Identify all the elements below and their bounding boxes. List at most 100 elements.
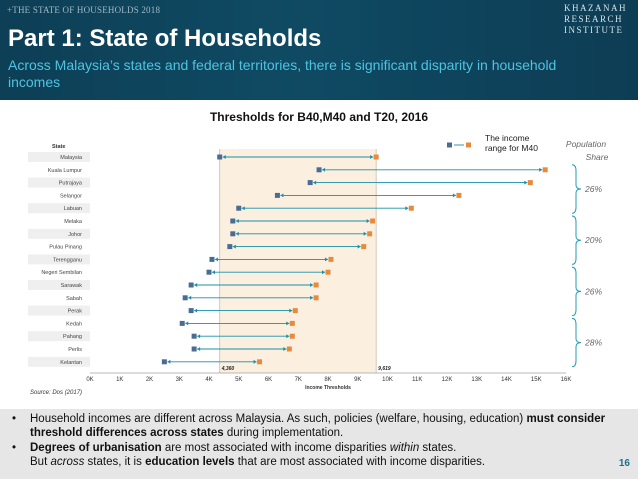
x-tick-label: 13K	[471, 377, 482, 383]
range-arrow-right	[253, 359, 257, 364]
row-shade	[28, 280, 90, 290]
lower-threshold-point	[274, 192, 280, 198]
range-arrow-left	[194, 308, 198, 313]
state-label: Terengganu	[53, 257, 82, 263]
x-tick-label: 0K	[86, 377, 93, 383]
x-tick-label: 7K	[295, 377, 302, 383]
key-points: Household incomes are different across M…	[0, 409, 638, 479]
range-arrow-left	[235, 231, 239, 236]
report-kicker: +THE STATE OF HOUSEHOLDS 2018	[7, 5, 161, 15]
range-arrow-right	[370, 155, 374, 159]
logo-line-1: KHAZANAH	[564, 3, 627, 13]
page-number: 16	[618, 458, 630, 469]
x-tick-label: 1K	[116, 377, 123, 383]
range-arrow-right	[310, 295, 314, 300]
range-arrow-right	[452, 193, 456, 198]
legend-lower-marker	[447, 142, 452, 148]
range-arrow-left	[194, 283, 198, 287]
x-axis-title: Income Thresholds	[305, 385, 351, 390]
state-label: Negeri Sembilan	[41, 270, 82, 276]
state-label: Pahang	[63, 334, 82, 340]
x-tick-label: 14K	[501, 377, 512, 383]
state-label: Kedah	[66, 321, 82, 327]
range-arrow-left	[214, 257, 218, 262]
lower-threshold-point	[227, 244, 233, 250]
range-arrow-left	[185, 321, 189, 326]
x-tick-label: 5K	[235, 377, 242, 383]
range-arrow-right	[310, 283, 314, 287]
population-brace	[571, 266, 582, 317]
lower-threshold-point	[206, 269, 212, 275]
legend-label-line-1: The income	[485, 133, 530, 143]
lower-threshold-point	[236, 205, 242, 211]
bullet-point: Degrees of urbanisation are most associa…	[10, 441, 608, 469]
range-arrow-right	[524, 180, 528, 185]
lower-threshold-point	[161, 359, 167, 365]
population-brace	[571, 215, 582, 265]
chart-title: Thresholds for B40,M40 and T20, 2016	[209, 110, 429, 124]
x-tick-label: 8K	[324, 377, 331, 383]
population-header-1: Population	[566, 139, 606, 149]
row-shade	[28, 228, 90, 239]
x-tick-label: 16K	[561, 377, 572, 383]
population-brace	[571, 164, 582, 214]
lower-threshold-point	[307, 180, 313, 186]
upper-threshold-point	[328, 256, 334, 262]
x-tick-label: 10K	[382, 377, 393, 383]
range-arrow-left	[235, 219, 239, 223]
range-arrow-right	[322, 270, 325, 275]
lower-threshold-point	[188, 308, 194, 314]
row-shade	[28, 254, 90, 265]
population-share-label: 28%	[584, 338, 602, 348]
x-tick-label: 12K	[442, 377, 453, 383]
state-label: Kuala Lumpur	[48, 168, 82, 174]
range-arrow-left	[222, 155, 226, 159]
range-arrow-left	[280, 193, 284, 198]
page-title: Part 1: State of Households	[8, 25, 322, 52]
source-note: Source: Dos (2017)	[30, 390, 83, 396]
state-label: Johor	[68, 232, 82, 238]
range-arrow-right	[539, 167, 543, 172]
range-arrow-left	[322, 167, 326, 172]
state-label: Pulau Pinang	[49, 245, 82, 251]
state-label: Melaka	[64, 219, 83, 225]
lower-threshold-point	[230, 231, 236, 237]
range-arrow-left	[232, 244, 236, 249]
bullet-point: Household incomes are different across M…	[10, 412, 608, 440]
threshold-chart: State Malaysia Kuala Lumpur Putrajaya Selang…	[28, 133, 609, 390]
legend-label-line-2: range for M40	[485, 143, 538, 153]
m40-band	[219, 149, 377, 373]
state-label: Perak	[68, 309, 83, 315]
lower-threshold-point	[230, 218, 236, 224]
upper-threshold-point	[370, 218, 376, 224]
range-arrow-right	[357, 244, 361, 249]
range-arrow-left	[212, 270, 215, 275]
institute-logo: KHAZANAH RESEARCH INSTITUTE	[564, 3, 628, 36]
range-arrow-left	[197, 347, 201, 351]
x-tick-label: 11K	[412, 377, 422, 383]
state-label: Perlis	[68, 347, 82, 353]
row-shade	[28, 203, 90, 214]
page-subtitle: Across Malaysia’s states and federal ter…	[8, 57, 557, 90]
row-shade	[28, 305, 90, 316]
population-share-label: 26%	[584, 286, 602, 296]
upper-threshold-point	[373, 154, 379, 160]
state-label: Labuan	[64, 206, 82, 212]
upper-threshold-point	[325, 269, 331, 275]
slide-header: +THE STATE OF HOUSEHOLDS 2018 Part 1: St…	[0, 0, 638, 100]
upper-threshold-point	[456, 192, 462, 198]
range-arrow-right	[324, 257, 328, 262]
upper-threshold-point	[289, 333, 295, 339]
population-header-2: Share	[586, 152, 609, 162]
upper-threshold-point	[289, 320, 295, 326]
population-share-label: 20%	[584, 235, 602, 245]
lower-threshold-point	[182, 295, 188, 301]
row-shade	[28, 152, 90, 162]
upper-threshold-point	[313, 282, 319, 288]
lower-threshold-point	[179, 320, 185, 326]
logo-line-2: RESEARCH	[564, 14, 624, 24]
range-arrow-left	[313, 180, 317, 185]
range-arrow-left	[188, 295, 192, 300]
range-arrow-right	[405, 206, 409, 211]
state-label: Sarawak	[61, 283, 83, 289]
